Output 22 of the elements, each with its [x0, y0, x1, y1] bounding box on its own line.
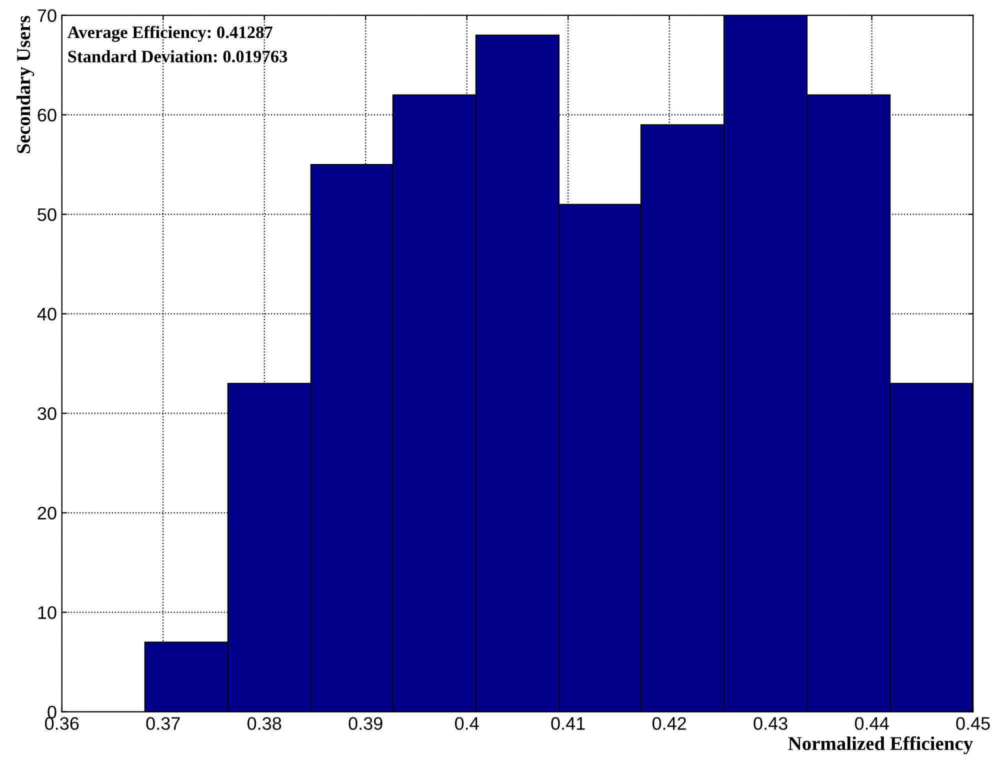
y-axis-title: Secondary Users: [16, 16, 34, 154]
annotation: Average Efficiency: 0.41287: [68, 26, 272, 42]
y-tick-label: 40: [37, 308, 56, 321]
y-tick-label: 20: [38, 506, 56, 520]
y-tick-label: 60: [38, 108, 56, 122]
y-tick-label: 10: [38, 606, 56, 620]
y-tick-label: 30: [38, 407, 56, 420]
x-tick-label: 0.39: [348, 717, 382, 730]
x-tick-label: 0.41: [551, 717, 585, 730]
x-tick-label: 0.38: [247, 717, 282, 730]
x-tick-label: 0.42: [652, 717, 686, 730]
x-tick-label: 0.4: [455, 717, 479, 730]
x-tick-label: 0.37: [146, 717, 180, 730]
x-tick-label: 0.43: [754, 717, 788, 730]
x-tick-label: 0.44: [854, 717, 889, 730]
y-tick-label: 0: [48, 706, 56, 718]
x-tick-label: 0.45: [956, 717, 990, 730]
y-tick-label: 50: [38, 208, 56, 222]
x-tick-label: 0.36: [45, 717, 79, 730]
y-tick-label: 70: [38, 9, 56, 22]
annotation: Standard Deviation: 0.019763: [68, 50, 288, 62]
x-axis-title: Normalized Efficiency: [788, 736, 973, 754]
